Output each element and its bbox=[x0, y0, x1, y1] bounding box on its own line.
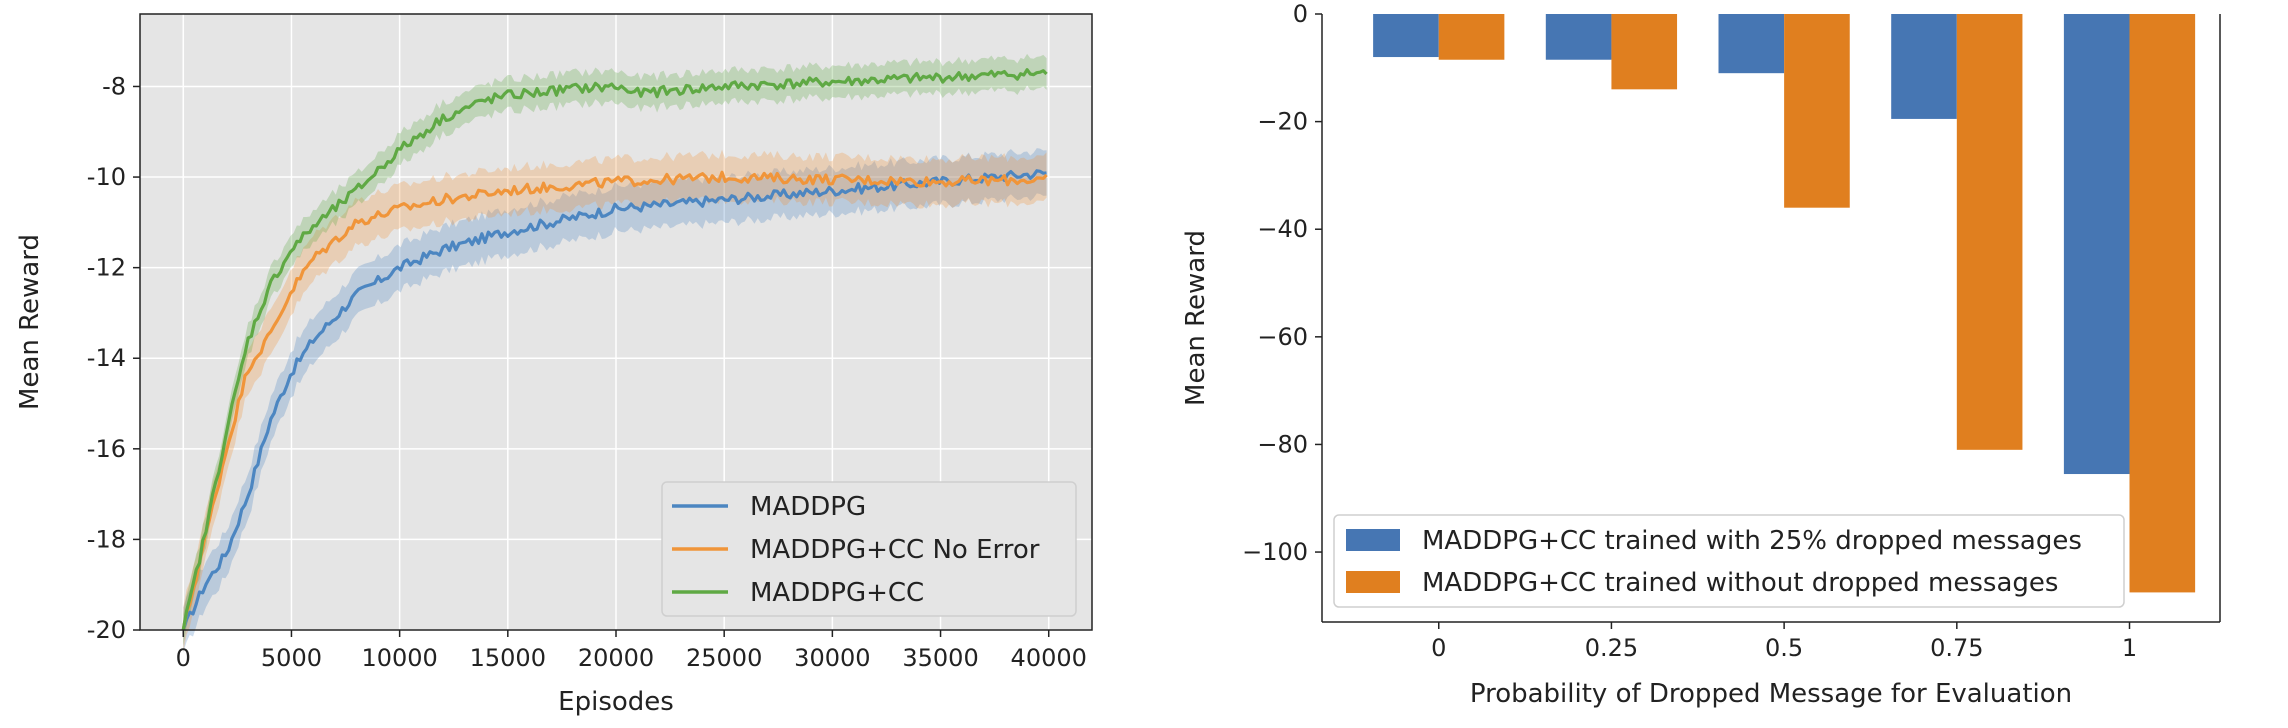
left-y-axis-label: Mean Reward bbox=[15, 234, 45, 410]
left-band-series-0 bbox=[183, 148, 1047, 653]
right-y-tick-label-0: 0 bbox=[1293, 0, 1308, 28]
right-x-tick-label-4: 1 bbox=[2122, 634, 2137, 662]
right-bar-0-1 bbox=[1545, 14, 1612, 60]
left-y-tick-label-2: -16 bbox=[87, 435, 126, 463]
right-bar-1-3 bbox=[1956, 14, 2023, 450]
left-y-tick-label-6: -8 bbox=[102, 72, 126, 100]
left-y-tick-label-4: -12 bbox=[87, 254, 126, 282]
right-bar-0-0 bbox=[1373, 14, 1439, 58]
right-y-tick-label-1: −20 bbox=[1257, 108, 1308, 136]
right-bar-1-2 bbox=[1784, 14, 1850, 208]
left-x-tick-label-7: 35000 bbox=[902, 644, 978, 672]
right-y-tick-label-3: −60 bbox=[1257, 323, 1308, 351]
left-x-axis-ticks: 0 5000 10000 15000 20000 25000 30000 35000 40000 bbox=[176, 630, 1087, 672]
left-series-lines bbox=[181, 68, 1048, 631]
right-legend: MADDPG+CC trained with 25% dropped messa… bbox=[1333, 514, 2125, 608]
right-bar-chart: 0 0.25 0.5 0.75 1 0 −20 −40 −60 −80 −100 Probabil… bbox=[1181, 0, 2221, 709]
left-x-tick-label-6: 30000 bbox=[794, 644, 870, 672]
right-x-tick-label-2: 0.5 bbox=[1765, 634, 1803, 662]
right-bar-0-4 bbox=[2063, 14, 2130, 475]
right-legend-label-1: MADDPG+CC trained without dropped messag… bbox=[1422, 568, 2058, 598]
left-x-tick-label-3: 15000 bbox=[470, 644, 546, 672]
left-x-tick-label-8: 40000 bbox=[1011, 644, 1087, 672]
left-legend-label-0: MADDPG bbox=[750, 492, 866, 522]
left-x-tick-label-0: 0 bbox=[176, 644, 191, 672]
left-x-tick-label-2: 10000 bbox=[361, 644, 437, 672]
right-bar-0-2 bbox=[1718, 14, 1785, 74]
right-x-tick-label-1: 0.25 bbox=[1585, 634, 1638, 662]
left-y-tick-label-1: -18 bbox=[87, 525, 126, 553]
left-y-axis-ticks: -20 -18 -16 -14 -12 -10 -8 bbox=[87, 72, 140, 644]
right-plot-frame bbox=[1321, 14, 2221, 623]
right-y-tick-label-5: −100 bbox=[1242, 538, 1308, 566]
right-bar-1-4 bbox=[2129, 14, 2196, 593]
right-legend-box bbox=[1333, 514, 2125, 608]
left-x-tick-label-1: 5000 bbox=[261, 644, 322, 672]
left-x-tick-label-4: 20000 bbox=[578, 644, 654, 672]
right-legend-swatch-1 bbox=[1346, 571, 1400, 593]
right-x-tick-label-3: 0.75 bbox=[1930, 634, 1983, 662]
right-bar-0-3 bbox=[1891, 14, 1957, 119]
left-band-series-1 bbox=[183, 149, 1047, 653]
right-x-axis-label: Probability of Dropped Message for Evalu… bbox=[1470, 679, 2072, 709]
right-x-tick-label-0: 0 bbox=[1431, 634, 1446, 662]
right-bar-1-0 bbox=[1438, 14, 1505, 60]
right-bars bbox=[1373, 14, 2196, 593]
left-y-tick-label-3: -14 bbox=[87, 344, 126, 372]
right-legend-label-0: MADDPG+CC trained with 25% dropped messa… bbox=[1422, 526, 2082, 556]
left-legend-box bbox=[661, 481, 1077, 617]
left-legend-label-1: MADDPG+CC No Error bbox=[750, 535, 1040, 565]
left-y-tick-label-0: -20 bbox=[87, 616, 126, 644]
right-y-axis-ticks: 0 −20 −40 −60 −80 −100 bbox=[1242, 0, 1322, 566]
right-y-tick-label-2: −40 bbox=[1257, 215, 1308, 243]
right-x-axis-ticks: 0 0.25 0.5 0.75 1 bbox=[1431, 622, 2137, 662]
left-confidence-bands bbox=[183, 53, 1047, 653]
left-x-axis-label: Episodes bbox=[558, 687, 674, 717]
right-y-tick-label-4: −80 bbox=[1257, 430, 1308, 458]
left-legend-label-2: MADDPG+CC bbox=[750, 578, 924, 608]
left-y-tick-label-5: -10 bbox=[87, 163, 126, 191]
left-x-tick-label-5: 25000 bbox=[686, 644, 762, 672]
left-line-series-2 bbox=[181, 68, 1048, 631]
right-y-axis-label: Mean Reward bbox=[1181, 230, 1211, 406]
left-line-series-1 bbox=[181, 170, 1048, 631]
right-bar-1-1 bbox=[1611, 14, 1678, 90]
left-legend: MADDPG MADDPG+CC No Error MADDPG+CC bbox=[661, 481, 1077, 617]
right-legend-swatch-0 bbox=[1346, 529, 1400, 551]
left-line-chart: 0 5000 10000 15000 20000 25000 30000 35000 40000… bbox=[15, 13, 1093, 717]
